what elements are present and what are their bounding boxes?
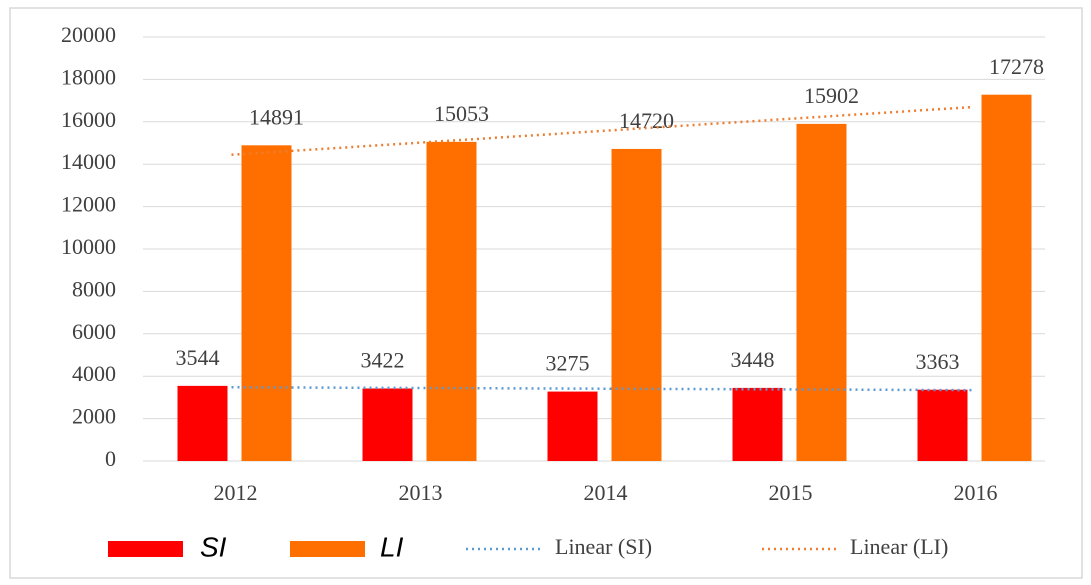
data-label: 3363 (916, 349, 960, 374)
bar (426, 141, 477, 461)
legend-swatch (290, 541, 365, 557)
data-label: 17278 (989, 54, 1044, 79)
x-tick-label: 2016 (954, 480, 998, 505)
chart-frame (9, 7, 1083, 579)
data-label: 3544 (176, 345, 220, 370)
bar (796, 123, 847, 462)
y-tick-label: 16000 (61, 107, 116, 132)
bar (732, 387, 783, 461)
bar (611, 148, 662, 461)
y-tick-label: 10000 (61, 234, 116, 259)
y-tick-label: 4000 (72, 361, 116, 386)
y-tick-label: 20000 (61, 22, 116, 47)
y-tick-label: 8000 (72, 276, 116, 301)
bar (177, 385, 228, 461)
bar (362, 388, 413, 461)
data-label: 14891 (249, 104, 304, 129)
y-tick-label: 18000 (61, 64, 116, 89)
legend-swatch (108, 541, 183, 557)
y-tick-label: 2000 (72, 404, 116, 429)
y-tick-label: 6000 (72, 319, 116, 344)
x-tick-label: 2015 (769, 480, 813, 505)
legend-label: SI (200, 531, 227, 562)
y-tick-label: 14000 (61, 149, 116, 174)
bar (241, 145, 292, 462)
legend-label: Linear (SI) (555, 534, 652, 559)
data-label: 15902 (804, 83, 859, 108)
y-tick-label: 0 (105, 446, 116, 471)
data-label: 3275 (546, 351, 590, 376)
bar (917, 389, 968, 461)
x-tick-label: 2013 (399, 480, 443, 505)
legend-label: LI (380, 531, 404, 562)
data-label: 15053 (434, 101, 489, 126)
data-label: 3448 (731, 347, 775, 372)
x-tick-label: 2014 (584, 480, 628, 505)
bar (981, 94, 1032, 462)
data-label: 3422 (361, 348, 405, 373)
x-tick-label: 2012 (214, 480, 258, 505)
bar (547, 391, 598, 461)
legend-label: Linear (LI) (850, 534, 948, 559)
y-tick-label: 12000 (61, 192, 116, 217)
